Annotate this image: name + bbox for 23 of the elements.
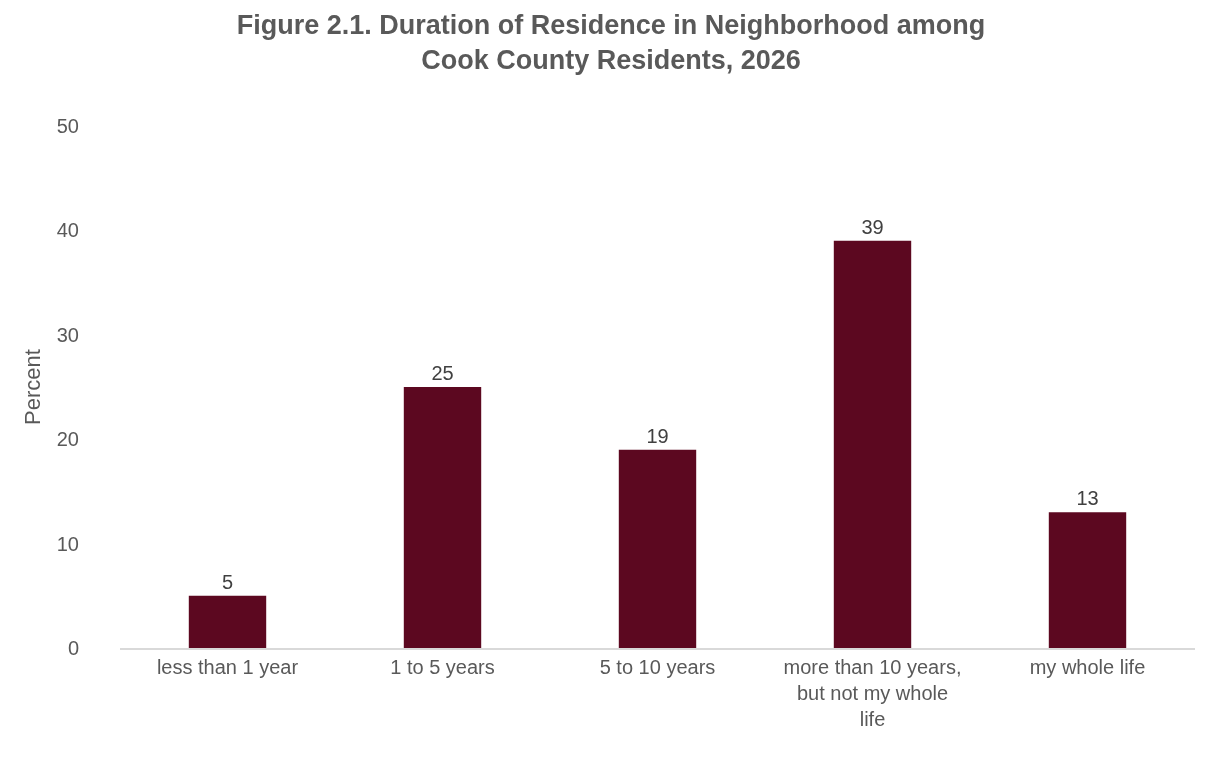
y-tick-label: 20: [56, 428, 79, 451]
y-tick-label: 50: [56, 115, 79, 137]
y-tick-label: 0: [67, 637, 79, 659]
chart-title: Figure 2.1. Duration of Residence in Neighborhood among Cook County Residents, 2026: [236, 10, 986, 76]
x-tick-label: 5 to 10 years: [599, 655, 716, 678]
x-tick-label: 1 to 5 years: [390, 655, 495, 678]
data-label: 39: [861, 215, 884, 238]
y-tick-label: 40: [56, 219, 79, 242]
bar: [618, 449, 697, 648]
x-tick-label: my whole life: [1029, 655, 1146, 678]
x-tick-label: less than 1 year: [156, 655, 299, 678]
data-label: 13: [1076, 487, 1099, 510]
bar: [188, 595, 267, 648]
y-tick-label: 10: [56, 532, 79, 555]
bar: [1048, 512, 1127, 648]
y-axis-title: Percent: [19, 349, 45, 425]
bar: [833, 240, 912, 648]
data-label: 5: [221, 570, 234, 593]
y-tick-label: 30: [56, 323, 79, 346]
data-label: 19: [646, 424, 669, 447]
data-label: 25: [431, 362, 454, 384]
bar: [403, 387, 482, 648]
x-tick-label: more than 10 years, but not my whole life: [783, 655, 962, 730]
